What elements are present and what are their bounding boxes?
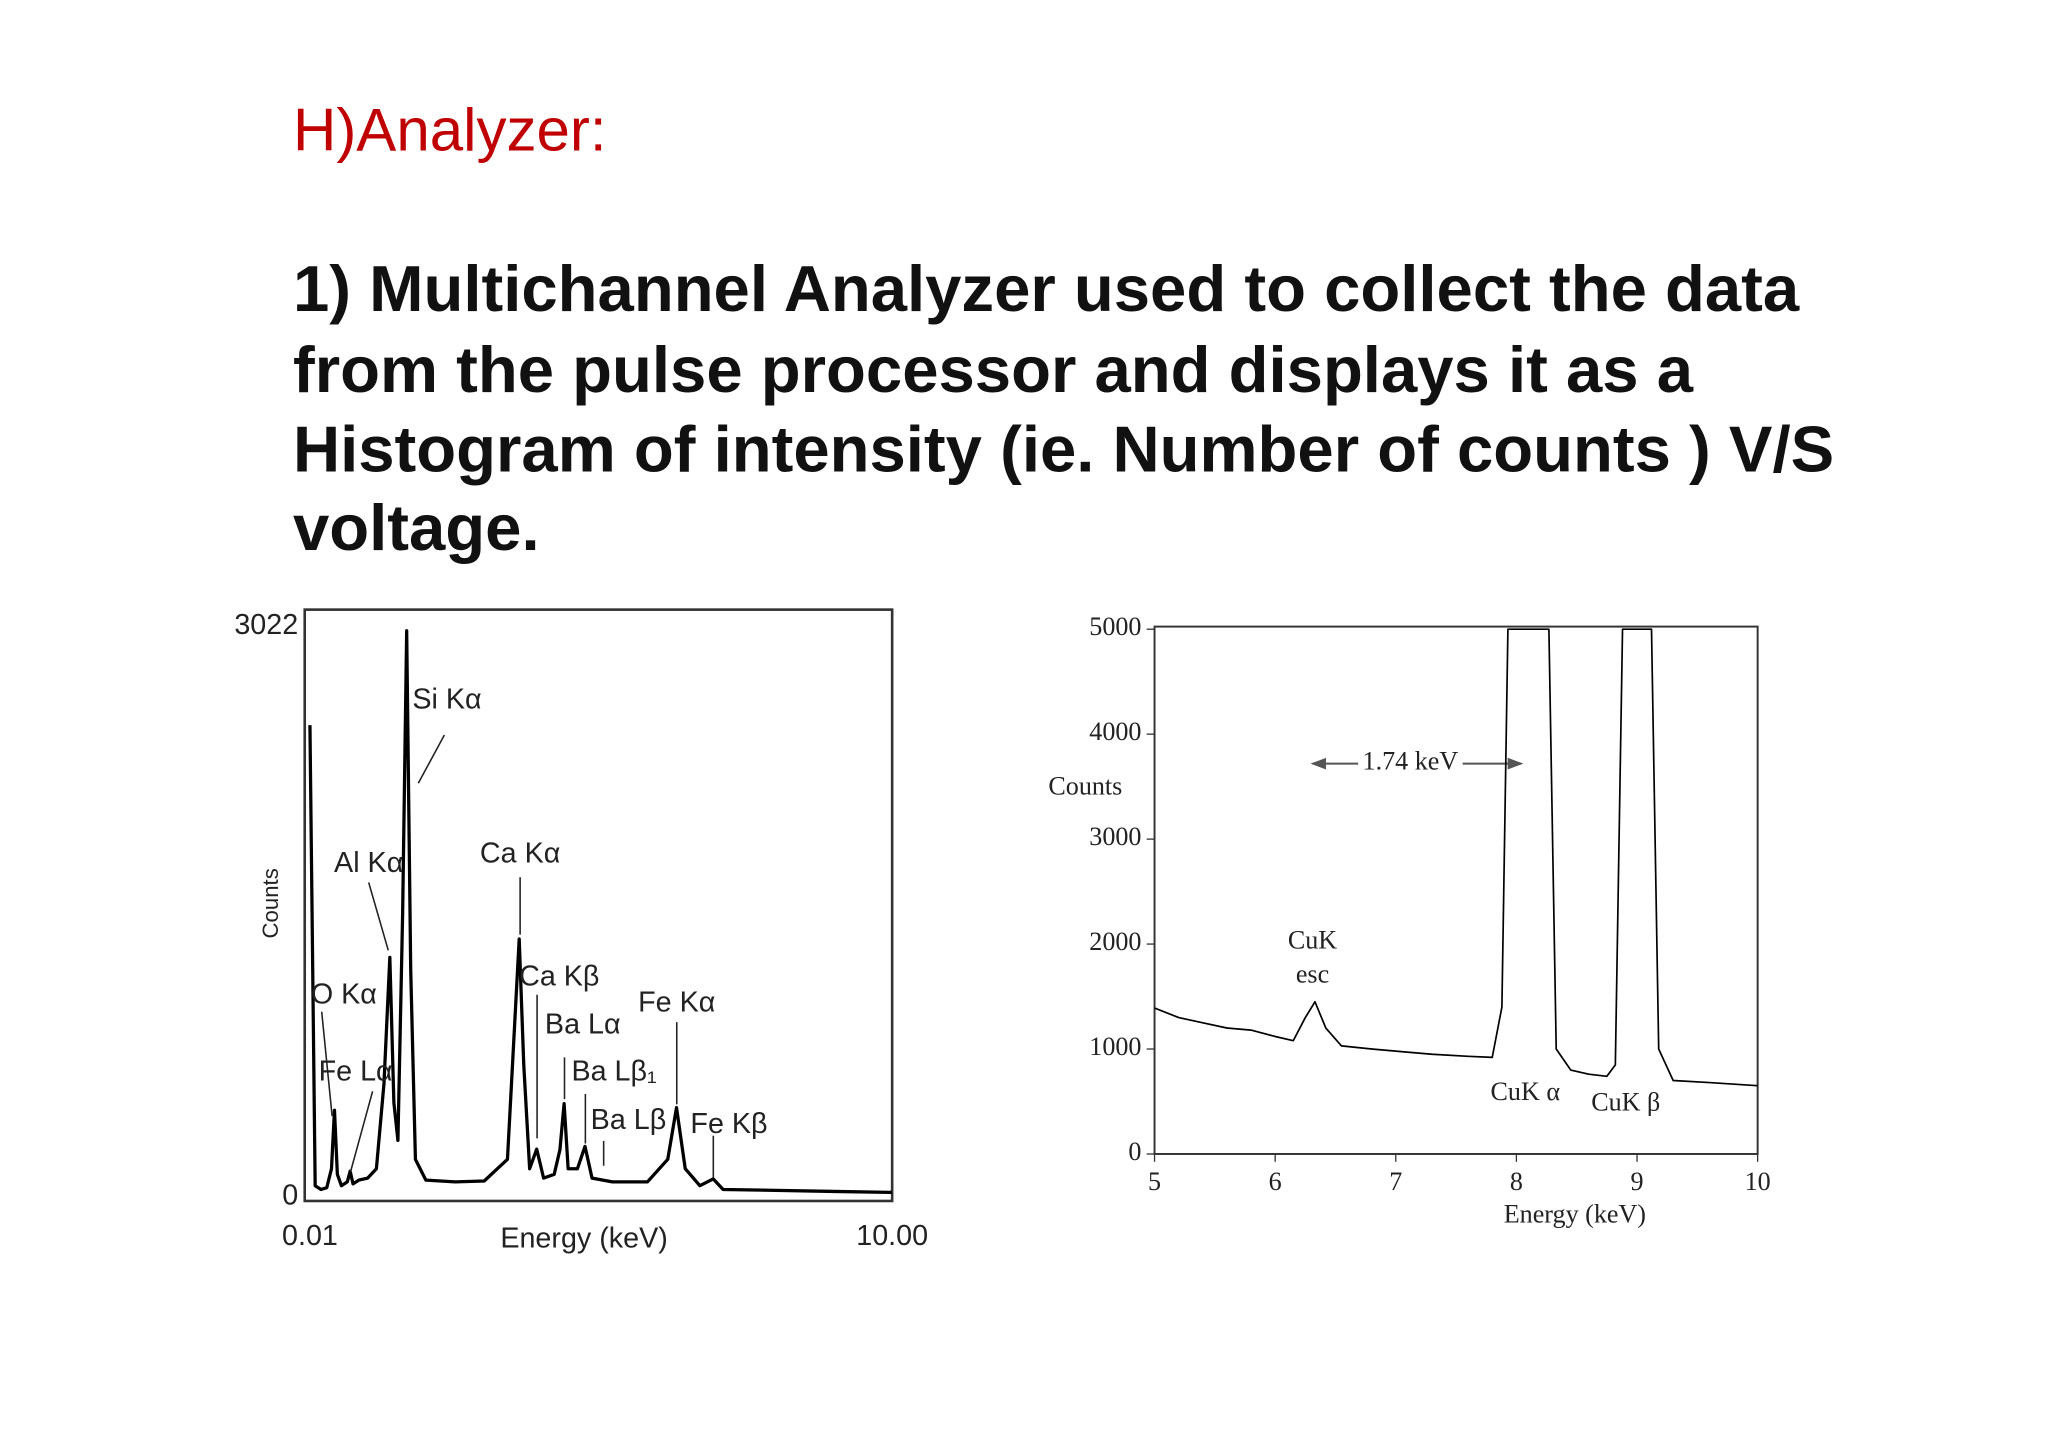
body-text: 1) Multichannel Analyzer used to collect… [293, 252, 1834, 564]
leader-line [349, 1091, 374, 1173]
spectrum-line [1154, 628, 1758, 1087]
peak-label: Fe Kβ [690, 1108, 767, 1140]
y-tick-label: 2000 [1089, 927, 1141, 956]
body-line: 1) Multichannel Analyzer used to collect… [293, 252, 1800, 325]
leader-line [320, 1011, 333, 1117]
slide-title: H)Analyzer: [293, 96, 607, 163]
peak-label: Si Kα [412, 684, 481, 716]
leader-line [367, 882, 390, 951]
peak-label: Ba Lβ₁ [571, 1056, 656, 1088]
spectrum-line [308, 629, 893, 1194]
y-tick-label: 3000 [1089, 822, 1141, 851]
plot-frame [303, 608, 894, 1203]
peak-label: Al Kα [334, 847, 403, 879]
peak-label: Ca Kα [480, 838, 560, 870]
x-tick-label: 7 [1389, 1167, 1402, 1196]
peak-label: CuK β [1591, 1087, 1660, 1116]
x-axis-label: Energy (keV) [500, 1223, 668, 1255]
peak-label: Ca Kβ [519, 960, 599, 992]
peak-label: Ba Lα [545, 1009, 621, 1041]
peak-label: Fe Lα [319, 1056, 393, 1088]
x-tick-label: 9 [1630, 1167, 1643, 1196]
y-tick-label: 1000 [1089, 1032, 1141, 1061]
peak-label: CuK α [1491, 1077, 1561, 1106]
peak-label: esc [1296, 959, 1329, 988]
y-tick-label: 3022 [234, 609, 298, 641]
y-tick-label: 0 [1128, 1137, 1141, 1166]
x-tick-label: 0.01 [282, 1220, 338, 1252]
peak-label: O Kα [311, 979, 377, 1011]
x-tick-label: 8 [1510, 1167, 1523, 1196]
x-tick-label: 5 [1148, 1167, 1161, 1196]
x-tick-label: 10 [1745, 1167, 1771, 1196]
body-line: Histogram of intensity (ie. Number of co… [293, 413, 1834, 486]
x-tick-label: 10.00 [856, 1220, 928, 1252]
leader-line [417, 734, 446, 784]
y-tick-label: 0 [282, 1180, 298, 1212]
body-line: voltage. [293, 491, 540, 564]
peak-label: Ba Lβ [591, 1104, 667, 1136]
peak-label: 1.74 keV [1363, 747, 1459, 776]
peak-label: Fe Kα [638, 986, 715, 1018]
y-axis-label: Counts [258, 868, 283, 938]
y-axis-label: Counts [1048, 771, 1122, 800]
y-tick-label: 4000 [1089, 717, 1141, 746]
x-axis-label: Energy (keV) [1504, 1200, 1646, 1229]
peak-label: CuK [1288, 925, 1337, 954]
y-tick-label: 5000 [1089, 612, 1141, 641]
x-tick-label: 6 [1269, 1167, 1282, 1196]
body-line: from the pulse processor and displays it… [293, 333, 1694, 406]
plot-frame [1153, 625, 1759, 1155]
